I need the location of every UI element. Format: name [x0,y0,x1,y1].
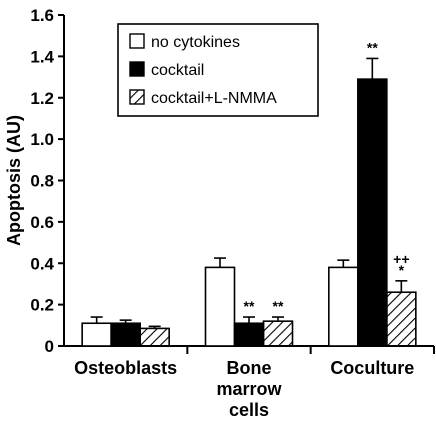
significance-marker: ** [367,39,378,55]
y-tick-label: 1.6 [30,6,54,25]
y-tick-label: 1.2 [30,89,54,108]
y-tick-label: 0.8 [30,172,54,191]
y-tick-label: 0.4 [30,254,54,273]
y-axis-title: Apoptosis (AU) [4,115,24,246]
y-tick-label: 1.0 [30,130,54,149]
category-label: cells [229,400,269,420]
legend-swatch [129,89,145,105]
legend-label: cocktail [151,62,204,79]
significance-marker: ++ [393,251,409,267]
y-tick-label: 1.4 [30,47,54,66]
legend-label: no cytokines [151,34,240,51]
category-label: marrow [216,379,282,399]
y-tick-label: 0 [45,337,54,356]
category-label: Osteoblasts [74,358,177,378]
y-tick-label: 0.6 [30,213,54,232]
bar [386,291,417,347]
bar [328,266,359,347]
bar [204,266,236,347]
bar [357,78,388,347]
category-label: Bone [227,358,272,378]
legend-box [117,23,319,117]
bars [81,57,417,347]
legend-swatch [129,33,145,49]
y-tick-label: 0.2 [30,296,54,315]
bar [110,322,141,347]
significance-marker: ** [273,298,284,314]
bar [81,322,112,347]
legend-label: cocktail+L-NMMA [151,90,277,107]
legend-swatch [129,61,145,77]
significance-marker: * [399,262,405,278]
bar [139,327,170,347]
labels: 0 0.2 0.4 0.6 0.8 1.0 1.2 1.4 1.6 Apoptosis (AU) O… [4,6,414,420]
legend: no cytokines cocktail cocktail+L-NMMA [117,23,319,117]
significance-marker: ** [244,298,255,314]
category-label: Coculture [330,358,414,378]
bar [233,322,265,347]
bar [262,320,294,347]
